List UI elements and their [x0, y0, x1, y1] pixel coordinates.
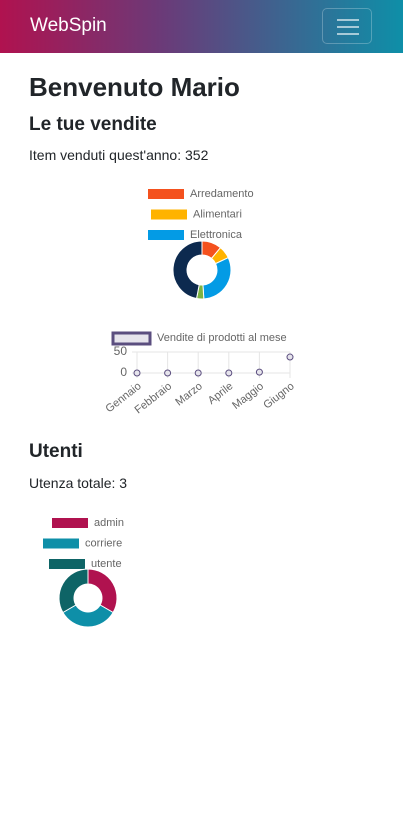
point: [194, 369, 202, 377]
legend-label: Vendite di prodotti al mese: [157, 332, 287, 344]
y-tick-label: 0: [120, 365, 127, 379]
legend-swatch: [52, 518, 88, 528]
donut-segment: [172, 240, 203, 300]
legend-label: Arredamento: [190, 188, 254, 200]
point: [225, 369, 233, 377]
x-tick-label: Marzo: [173, 380, 204, 408]
legend-swatch: [43, 538, 79, 549]
welcome-title: Benvenuto Mario: [29, 72, 240, 102]
donut-segment: [202, 256, 232, 300]
legend-label: utente: [91, 558, 122, 570]
brand[interactable]: WebSpin: [30, 15, 107, 36]
legend-label: Elettronica: [190, 229, 243, 241]
point: [133, 369, 141, 377]
point: [164, 369, 172, 377]
y-tick-label: 50: [114, 344, 128, 358]
x-tick-label: Maggio: [230, 380, 266, 412]
point: [286, 353, 294, 361]
navbar: WebSpin: [0, 0, 403, 53]
legend-label: corriere: [85, 537, 122, 549]
donut-segment: [58, 568, 89, 614]
legend-swatch: [148, 230, 184, 240]
legend-label: Alimentari: [193, 208, 242, 220]
users-title: Utenti: [29, 441, 83, 462]
legend-label: admin: [94, 517, 124, 529]
legend-swatch: [111, 331, 152, 346]
legend-swatch: [151, 209, 187, 220]
sales-summary: Item venduti quest'anno: 352: [29, 147, 209, 163]
legend-swatch: [148, 189, 184, 199]
menu-toggler[interactable]: [322, 8, 372, 44]
users-summary: Utenza totale: 3: [29, 475, 128, 491]
x-tick-label: Giugno: [261, 380, 296, 411]
point: [255, 368, 263, 376]
sales-title: Le tue vendite: [29, 114, 157, 135]
legend-swatch: [49, 559, 85, 569]
